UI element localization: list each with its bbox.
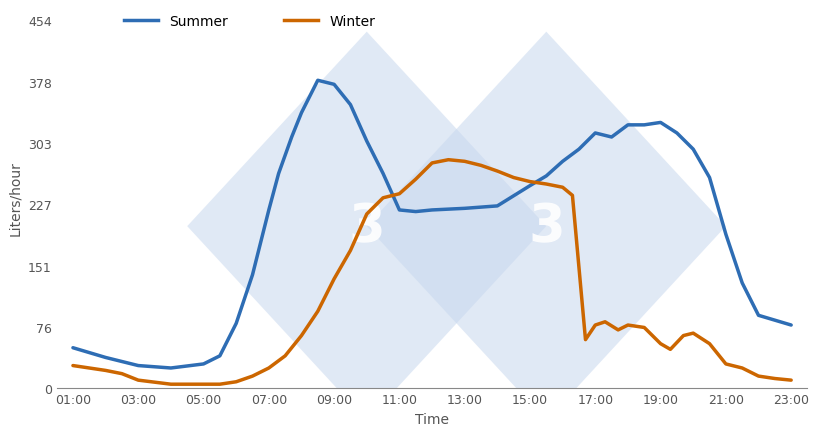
- Polygon shape: [366, 33, 725, 421]
- Text: 3: 3: [348, 201, 385, 253]
- Y-axis label: Liters/hour: Liters/hour: [8, 161, 22, 236]
- X-axis label: Time: Time: [414, 412, 449, 426]
- Legend: Summer, Winter: Summer, Winter: [124, 15, 375, 29]
- Polygon shape: [187, 33, 545, 421]
- Text: 3: 3: [527, 201, 564, 253]
